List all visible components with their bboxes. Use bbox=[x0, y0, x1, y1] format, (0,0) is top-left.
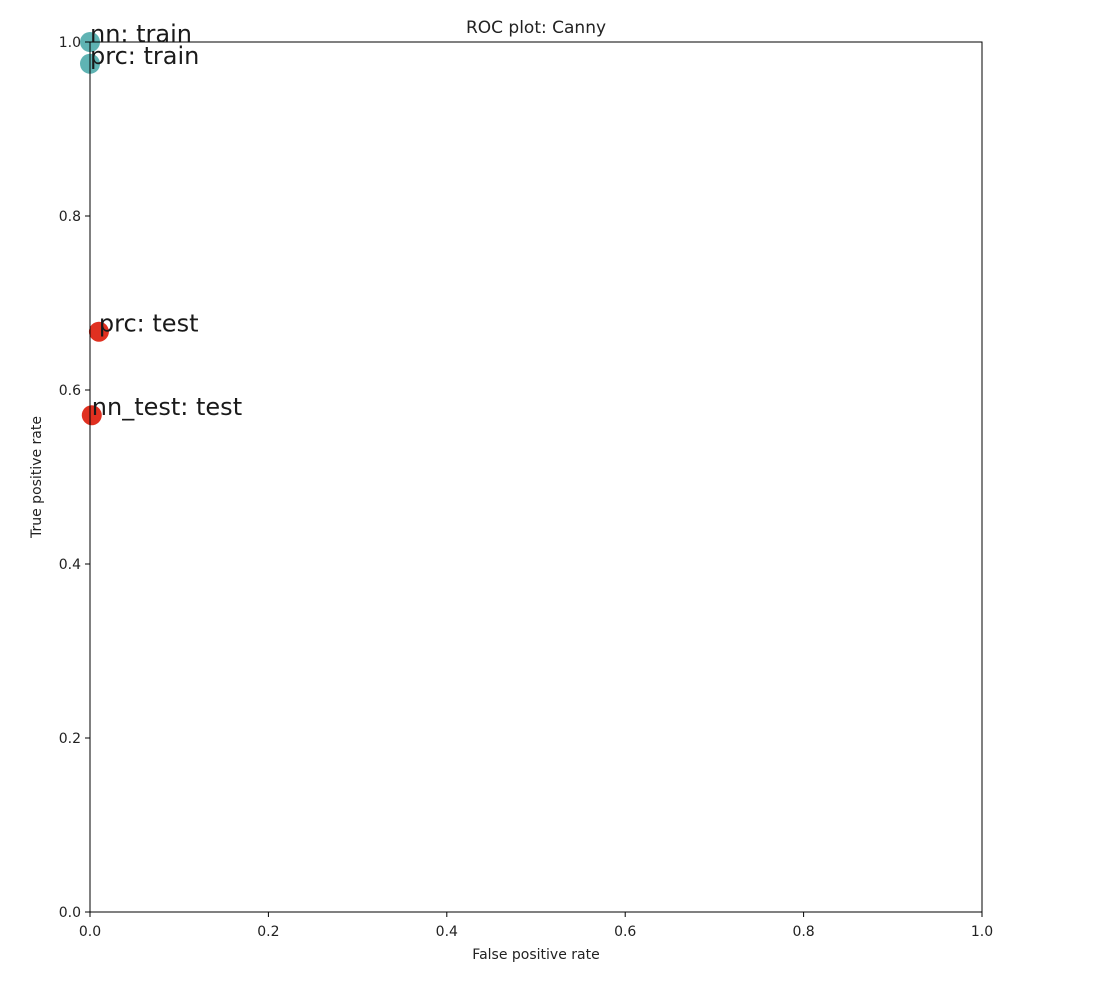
x-tick-label: 0.4 bbox=[436, 924, 458, 940]
x-tick-label: 0.0 bbox=[79, 924, 101, 940]
y-tick-label: 0.4 bbox=[59, 557, 81, 573]
y-axis-label: True positive rate bbox=[29, 416, 45, 539]
x-tick-label: 1.0 bbox=[971, 924, 993, 940]
x-axis-label: False positive rate bbox=[472, 947, 599, 963]
chart-title: ROC plot: Canny bbox=[466, 18, 606, 38]
x-tick-label: 0.6 bbox=[614, 924, 636, 940]
x-tick-label: 0.8 bbox=[792, 924, 814, 940]
y-axis-ticks: 0.0 0.2 0.4 0.6 0.8 1.0 bbox=[59, 35, 90, 921]
data-points bbox=[80, 32, 109, 426]
data-point bbox=[81, 405, 102, 426]
x-tick-label: 0.2 bbox=[257, 924, 279, 940]
y-tick-label: 0.0 bbox=[59, 905, 81, 921]
y-tick-label: 0.6 bbox=[59, 383, 81, 399]
y-tick-label: 0.8 bbox=[59, 209, 81, 225]
point-label: nn: train bbox=[90, 20, 192, 48]
point-label: prc: test bbox=[99, 310, 199, 338]
point-label: nn_test: test bbox=[92, 393, 242, 421]
point-label: prc: train bbox=[90, 42, 199, 70]
x-axis-ticks: 0.0 0.2 0.4 0.6 0.8 1.0 bbox=[79, 912, 993, 940]
y-tick-label: 1.0 bbox=[59, 35, 81, 51]
y-tick-label: 0.2 bbox=[59, 731, 81, 747]
data-point bbox=[88, 321, 109, 342]
plot-frame bbox=[89, 41, 983, 913]
